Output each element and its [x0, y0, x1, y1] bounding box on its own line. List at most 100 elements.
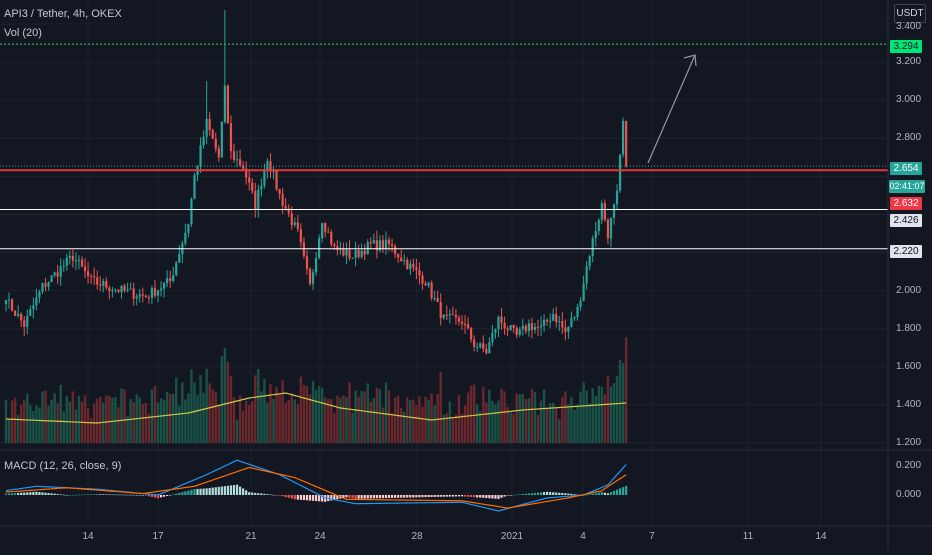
candle-body — [524, 325, 527, 332]
macd-histogram-bar — [102, 494, 105, 495]
candle-body — [521, 325, 524, 330]
volume-bar — [290, 393, 293, 443]
candle-body — [567, 326, 570, 332]
candle-body — [591, 238, 594, 256]
macd-histogram-bar — [217, 486, 220, 495]
currency-button[interactable]: USDT — [894, 4, 926, 23]
macd-histogram-bar — [615, 489, 619, 495]
volume-bar — [324, 397, 327, 443]
macd-histogram-bar — [235, 484, 239, 495]
candle-body — [539, 325, 543, 328]
macd-histogram-bar — [90, 494, 93, 495]
macd-histogram-bar — [512, 494, 515, 496]
candle-body — [625, 120, 628, 167]
volume-bar — [472, 384, 476, 443]
price-axis-tick: 1.600 — [896, 360, 922, 372]
candle-body — [223, 85, 226, 122]
candle-body — [199, 145, 202, 167]
macd-histogram-bar — [80, 494, 84, 496]
volume-bar — [20, 404, 23, 443]
support-price-label-1: 2.426 — [890, 214, 922, 227]
macd-histogram-bar — [138, 494, 141, 496]
macd-histogram-bar — [199, 488, 202, 495]
candle-body — [68, 255, 71, 258]
volume-bar — [564, 391, 567, 443]
candle-body — [333, 244, 336, 246]
macd-histogram-bar — [293, 495, 296, 500]
candle-body — [427, 282, 430, 286]
volume-bar — [223, 347, 227, 443]
volume-bar — [469, 385, 473, 443]
volume-bar — [141, 404, 144, 443]
candle-body — [159, 288, 163, 291]
volume-bar — [241, 411, 245, 443]
macd-histogram-bar — [546, 491, 549, 495]
macd-histogram-bar — [226, 485, 230, 495]
volume-bar — [199, 375, 202, 443]
candle-body — [14, 310, 17, 316]
macd-histogram-bar — [190, 489, 193, 495]
volume-bar — [390, 413, 394, 443]
volume-bar — [406, 397, 409, 443]
macd-histogram-bar — [421, 495, 424, 498]
volume-indicator-label: Vol (20) — [4, 27, 42, 39]
volume-bar — [99, 396, 102, 443]
candle-body — [254, 191, 257, 210]
volume-bar — [606, 375, 610, 443]
candle-body — [86, 271, 90, 277]
macd-histogram-bar — [38, 492, 41, 495]
volume-bar — [244, 400, 248, 443]
candle-body — [327, 231, 330, 233]
macd-indicator-label: MACD (12, 26, close, 9) — [4, 460, 122, 472]
candle-body — [38, 291, 41, 298]
candle-body — [108, 287, 111, 291]
candle-body — [457, 317, 461, 322]
macd-axis-tick: 0.000 — [896, 489, 922, 500]
volume-bar — [582, 382, 585, 443]
candle-body — [433, 298, 436, 300]
macd-histogram-bar — [269, 494, 272, 496]
candle-body — [105, 281, 108, 288]
volume-bar — [418, 396, 421, 443]
macd-histogram-bar — [463, 495, 467, 497]
candle-body — [342, 249, 345, 256]
candle-body — [290, 213, 293, 225]
volume-bar — [187, 393, 190, 443]
volume-bar — [196, 395, 199, 443]
candle-body — [506, 328, 509, 330]
macd-histogram-bar — [117, 494, 120, 496]
volume-bar — [86, 408, 90, 443]
macd-histogram-bar — [482, 495, 485, 498]
candle-body — [558, 321, 561, 323]
volume-bar — [327, 399, 330, 443]
time-axis-tick: 17 — [152, 531, 164, 542]
candle-body — [50, 275, 53, 283]
candle-countdown-label: 02:41:07 — [889, 180, 925, 193]
volume-bar — [409, 399, 412, 443]
macd-histogram-bar — [196, 488, 199, 495]
macd-histogram-bar — [181, 492, 184, 495]
macd-histogram-bar — [390, 495, 394, 498]
macd-histogram-bar — [561, 492, 564, 495]
volume-bar — [445, 413, 448, 443]
macd-histogram-bar — [603, 492, 606, 495]
macd-histogram-bar — [555, 492, 558, 495]
volume-bar — [342, 395, 345, 443]
candle-body — [384, 239, 388, 249]
volume-bar — [451, 416, 455, 443]
volume-bar — [257, 369, 260, 443]
candle-body — [293, 222, 296, 225]
volume-bar — [448, 401, 452, 443]
candle-body — [363, 250, 366, 255]
volume-bar — [208, 383, 211, 443]
candle-body — [229, 123, 233, 152]
volume-bar — [433, 405, 436, 443]
candle-body — [375, 240, 378, 251]
volume-bar — [220, 356, 224, 443]
volume-bar — [71, 391, 75, 443]
candle-body — [354, 249, 357, 258]
macd-histogram-bar — [470, 495, 473, 497]
macd-histogram-bar — [549, 492, 552, 495]
